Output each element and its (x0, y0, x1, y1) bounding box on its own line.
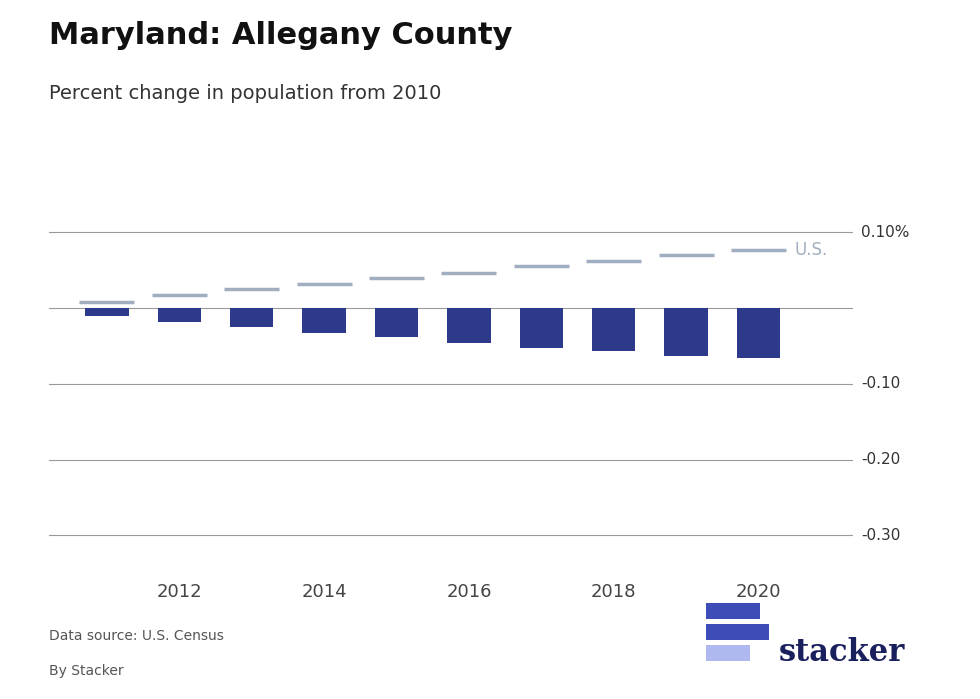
Bar (664, 308, 708, 356)
Text: stacker: stacker (779, 637, 906, 668)
Bar (519, 308, 563, 347)
Bar (374, 308, 418, 337)
Bar (447, 308, 491, 343)
Bar (303, 308, 346, 333)
Text: -0.20: -0.20 (861, 452, 901, 467)
Text: Maryland: Allegany County: Maryland: Allegany County (49, 21, 513, 50)
Text: Data source: U.S. Census: Data source: U.S. Census (49, 629, 223, 643)
Bar (737, 308, 780, 358)
Text: U.S.: U.S. (795, 241, 828, 259)
Bar (230, 308, 273, 327)
Text: Percent change in population from 2010: Percent change in population from 2010 (49, 84, 441, 103)
Text: By Stacker: By Stacker (49, 664, 123, 678)
Text: 0.10%: 0.10% (861, 225, 909, 240)
Bar (592, 308, 635, 351)
Text: -0.30: -0.30 (861, 528, 901, 543)
Bar (85, 308, 128, 316)
Text: -0.10: -0.10 (861, 376, 901, 391)
Bar (158, 308, 201, 322)
